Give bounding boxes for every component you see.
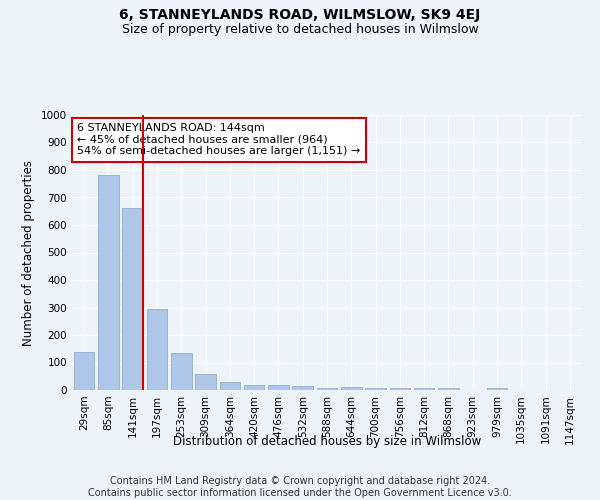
Bar xyxy=(365,388,386,390)
Bar xyxy=(122,208,143,390)
Bar xyxy=(317,388,337,390)
Bar xyxy=(98,176,119,390)
Bar xyxy=(389,388,410,390)
Bar xyxy=(341,387,362,390)
Text: Contains HM Land Registry data © Crown copyright and database right 2024.
Contai: Contains HM Land Registry data © Crown c… xyxy=(88,476,512,498)
Bar xyxy=(414,388,434,390)
Bar xyxy=(438,388,459,390)
Bar xyxy=(146,309,167,390)
Y-axis label: Number of detached properties: Number of detached properties xyxy=(22,160,35,346)
Bar xyxy=(487,388,508,390)
Text: Distribution of detached houses by size in Wilmslow: Distribution of detached houses by size … xyxy=(173,435,481,448)
Text: 6 STANNEYLANDS ROAD: 144sqm
← 45% of detached houses are smaller (964)
54% of se: 6 STANNEYLANDS ROAD: 144sqm ← 45% of det… xyxy=(77,123,361,156)
Text: Size of property relative to detached houses in Wilmslow: Size of property relative to detached ho… xyxy=(122,22,478,36)
Bar xyxy=(74,352,94,390)
Bar xyxy=(171,353,191,390)
Bar xyxy=(292,386,313,390)
Text: 6, STANNEYLANDS ROAD, WILMSLOW, SK9 4EJ: 6, STANNEYLANDS ROAD, WILMSLOW, SK9 4EJ xyxy=(119,8,481,22)
Bar xyxy=(244,384,265,390)
Bar xyxy=(195,374,216,390)
Bar xyxy=(268,384,289,390)
Bar xyxy=(220,382,240,390)
